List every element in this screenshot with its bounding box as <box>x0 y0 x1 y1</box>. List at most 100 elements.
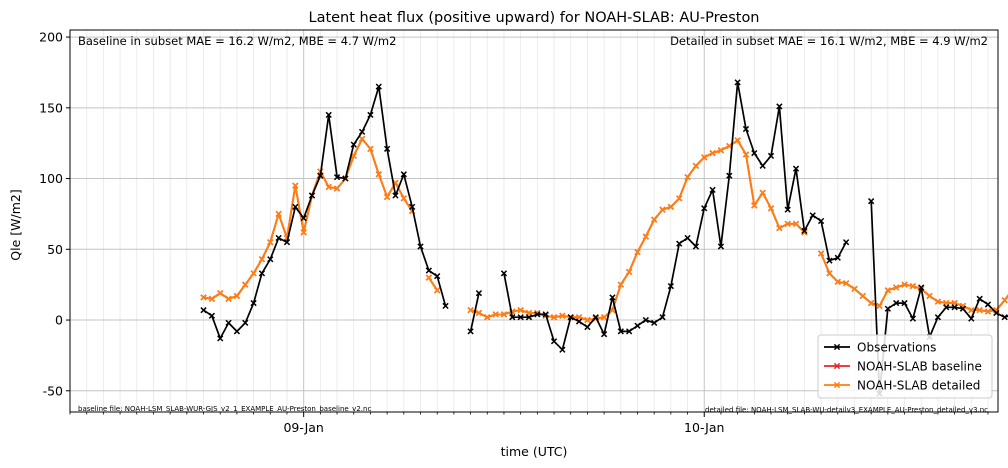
series-layer <box>200 79 1008 397</box>
data-point <box>642 233 649 240</box>
data-point <box>676 240 683 247</box>
data-point <box>734 137 741 144</box>
data-point <box>225 295 232 302</box>
data-point <box>275 210 282 218</box>
data-point <box>233 328 241 335</box>
legend-swatch-marker <box>833 362 841 370</box>
data-point <box>842 239 850 246</box>
data-point <box>325 111 332 119</box>
legend-swatch-marker <box>833 381 841 389</box>
series-line <box>469 293 480 332</box>
data-point <box>759 162 766 169</box>
data-point <box>559 346 566 353</box>
data-point <box>901 281 908 288</box>
data-point <box>550 314 558 321</box>
data-point <box>767 152 775 160</box>
y-axis-label: Qle [W/m2] <box>8 189 23 260</box>
data-point <box>225 319 232 326</box>
data-point <box>709 186 716 194</box>
data-point <box>651 319 658 326</box>
data-point <box>325 183 332 191</box>
data-point <box>934 298 942 305</box>
data-point <box>968 307 975 314</box>
data-point <box>968 315 975 322</box>
data-point <box>375 83 382 90</box>
data-point <box>250 270 257 277</box>
data-point <box>550 338 558 345</box>
data-point <box>600 331 608 338</box>
data-point <box>651 216 658 223</box>
data-point <box>742 151 750 158</box>
data-point <box>851 285 858 293</box>
data-point <box>868 299 875 307</box>
data-point <box>492 311 499 318</box>
legend-label: Observations <box>857 341 936 355</box>
data-point <box>667 203 674 210</box>
data-point <box>976 307 983 314</box>
data-point <box>500 270 508 277</box>
data-point <box>517 307 524 314</box>
data-point <box>584 316 591 324</box>
data-point <box>717 147 725 154</box>
data-point <box>425 274 432 281</box>
data-point <box>826 270 833 277</box>
legend: Observations NOAH-SLAB baseline NOAH-SLAB … <box>817 334 993 399</box>
data-point <box>592 314 599 321</box>
data-point <box>375 171 382 178</box>
data-point <box>792 220 800 227</box>
data-point <box>367 145 374 152</box>
data-point <box>1001 314 1008 321</box>
data-point <box>893 284 900 291</box>
data-point <box>626 268 633 276</box>
data-point <box>801 227 808 235</box>
series-line <box>870 201 1008 395</box>
data-point <box>859 292 866 300</box>
x-axis-label: time (UTC) <box>501 444 568 459</box>
data-point <box>701 205 708 212</box>
data-point <box>500 311 508 318</box>
data-point <box>834 254 841 261</box>
data-point <box>634 322 641 329</box>
data-point <box>734 79 741 86</box>
data-point <box>884 305 891 312</box>
data-point <box>425 267 432 274</box>
data-point <box>442 302 449 310</box>
data-point <box>659 206 666 213</box>
data-point <box>868 198 875 205</box>
chart-title: Latent heat flux (positive upward) for N… <box>308 10 759 26</box>
data-point <box>951 304 958 311</box>
data-point <box>809 212 816 219</box>
y-tick-label: -50 <box>43 383 63 398</box>
data-point <box>509 314 516 321</box>
x-tick-label: 10-Jan <box>684 420 724 435</box>
data-point <box>792 165 800 172</box>
data-point <box>517 314 524 321</box>
data-point <box>842 280 850 287</box>
y-tick-label: 150 <box>39 100 63 115</box>
data-point <box>300 215 307 222</box>
data-point <box>267 239 274 246</box>
data-point <box>242 281 249 288</box>
data-point <box>834 278 841 285</box>
data-point <box>417 243 424 250</box>
legend-item: NOAH-SLAB baseline <box>824 360 982 374</box>
data-point <box>701 154 708 161</box>
data-point <box>742 125 750 133</box>
data-point <box>242 319 249 326</box>
data-point <box>484 314 491 321</box>
data-point <box>267 256 274 263</box>
data-point <box>258 270 266 277</box>
data-point <box>400 171 407 178</box>
data-point <box>467 328 474 335</box>
data-point <box>600 314 608 321</box>
data-point <box>826 257 833 264</box>
data-point <box>976 295 983 302</box>
data-point <box>709 149 716 157</box>
legend-label: NOAH-SLAB detailed <box>857 379 980 393</box>
data-point <box>383 145 391 152</box>
data-point <box>626 328 633 335</box>
data-point <box>667 282 674 290</box>
y-tick-label: 50 <box>47 242 63 257</box>
